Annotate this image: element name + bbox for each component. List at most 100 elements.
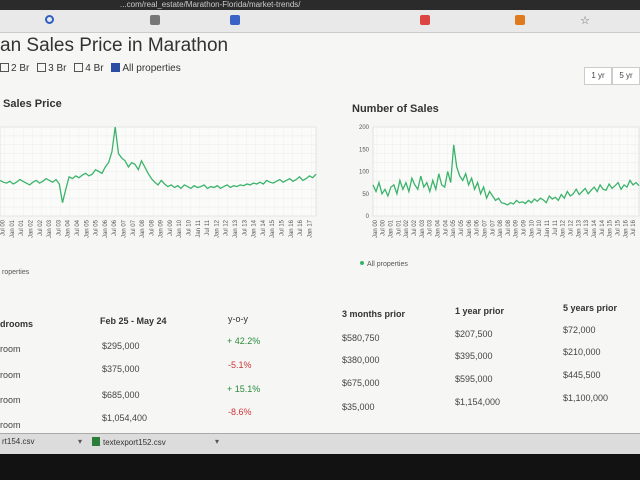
app-icon[interactable]	[230, 15, 240, 25]
x-tick-label: Jan 15	[270, 219, 276, 238]
series-line	[372, 144, 640, 206]
x-tick-label: Jul 15	[279, 219, 285, 236]
download-item[interactable]: textexport152.csv	[92, 437, 166, 447]
x-tick-label: Jul 12	[224, 219, 230, 236]
x-tick-label: Jan 03	[47, 219, 53, 238]
x-tick-label: Jan 14	[252, 219, 258, 238]
table-cell: $72,000	[563, 325, 596, 335]
range-1yr-button[interactable]: 1 yr	[584, 67, 612, 85]
table-cell: $35,000	[342, 402, 375, 412]
x-tick-label: Jul 16	[631, 219, 637, 236]
globe-icon[interactable]	[45, 15, 54, 24]
x-tick-label: Jul 16	[298, 219, 304, 236]
x-tick-label: Jul 03	[428, 219, 434, 236]
x-tick-label: Jul 00	[381, 219, 387, 236]
x-tick-label: Jan 07	[482, 219, 488, 238]
table-cell: $595,000	[455, 374, 493, 384]
yoy-change: -5.1%	[228, 360, 252, 370]
x-tick-label: Jul 07	[131, 219, 137, 236]
x-tick-label: Jul 09	[522, 219, 528, 236]
chevron-down-icon[interactable]: ▾	[215, 437, 220, 446]
bookmark-icon[interactable]	[515, 15, 525, 25]
x-tick-label: Jan 15	[608, 219, 614, 238]
chevron-down-icon[interactable]: ▾	[78, 437, 83, 446]
x-tick-label: Jan 14	[592, 219, 598, 238]
url-text[interactable]: ...com/real_estate/Marathon-Florida/mark…	[120, 0, 301, 9]
x-tick-label: Jan 10	[529, 219, 535, 238]
x-tick-label: Jul 15	[615, 219, 621, 236]
browser-address-bar[interactable]: ...com/real_estate/Marathon-Florida/mark…	[0, 0, 640, 10]
yoy-change: + 42.2%	[227, 336, 261, 346]
table-cell: $207,500	[455, 329, 493, 339]
x-tick-label: Jul 09	[168, 219, 174, 236]
yoy-change: + 15.1%	[227, 384, 261, 394]
legend-dot-icon	[360, 261, 364, 265]
x-tick-label: Jan 04	[436, 219, 442, 238]
table-cell: $375,000	[102, 364, 140, 374]
table-cell: room	[0, 344, 21, 354]
x-tick-label: Jul 03	[56, 219, 62, 236]
table-cell: $580,750	[342, 333, 380, 343]
checkbox-icon[interactable]	[37, 63, 47, 72]
table-cell: $675,000	[342, 378, 380, 388]
yoy-change: -8.6%	[228, 407, 252, 417]
csv-file-icon	[92, 437, 100, 446]
x-tick-label: Jan 02	[29, 219, 35, 238]
x-tick-label: Jan 00	[373, 219, 379, 238]
checkbox-checked-icon[interactable]	[111, 63, 121, 72]
table-header: drooms	[0, 319, 34, 329]
x-tick-label: Jan 13	[576, 219, 582, 238]
filter-2br[interactable]: 2 Br	[0, 63, 29, 74]
table-header: 1 year prior	[455, 306, 505, 316]
num-sales-chart: Jan 00 Jul 00 Jan 01 Jul 01 Jan 02 Jul 02 Jan …	[359, 125, 640, 238]
table-header: y-o-y	[228, 314, 248, 324]
page-title: an Sales Price in Marathon	[0, 35, 229, 56]
x-tick-label: Jan 12	[561, 219, 567, 238]
x-tick-label: Jan 02	[404, 219, 410, 238]
x-tick-label: Jul 04	[443, 219, 449, 236]
x-tick-label: Jan 09	[514, 219, 520, 238]
x-tick-label: Jan 11	[196, 219, 202, 237]
x-tick-label: Jul 01	[396, 219, 402, 236]
x-tick-label: Jan 04	[66, 219, 72, 238]
filter-4br[interactable]: 4 Br	[74, 63, 104, 74]
table-cell: $295,000	[102, 341, 140, 351]
downloads-bar: rt154.csv ▾ textexport152.csv ▾	[0, 433, 640, 454]
x-tick-label: Jul 07	[490, 219, 496, 236]
x-tick-label: Jan 12	[214, 219, 220, 238]
table-header: 3 months prior	[342, 309, 406, 319]
range-buttons: 1 yr 5 yr	[584, 67, 640, 85]
x-tick-label: Jul 14	[600, 219, 606, 236]
bookmarks-bar: ☆	[0, 10, 640, 33]
x-tick-label: Jan 13	[233, 219, 239, 238]
x-tick-label: Jan 11	[545, 219, 551, 237]
table-cell: $685,000	[102, 390, 140, 400]
checkbox-icon[interactable]	[0, 63, 9, 72]
x-tick-label: Jan 01	[389, 219, 395, 238]
filter-all[interactable]: All properties	[111, 63, 181, 74]
x-tick-label: Jul 11	[553, 219, 559, 235]
mail-icon[interactable]	[420, 15, 430, 25]
x-tick-label: Jul 06	[475, 219, 481, 236]
download-item[interactable]: rt154.csv	[2, 437, 35, 446]
x-tick-label: Jul 08	[149, 219, 155, 236]
y-tick-label: 150	[359, 147, 370, 153]
checkbox-icon[interactable]	[74, 63, 84, 72]
x-tick-label: Jul 10	[187, 219, 193, 236]
filter-3br[interactable]: 3 Br	[37, 63, 66, 74]
y-tick-label: 0	[366, 214, 370, 220]
bookmark-icon[interactable]	[150, 15, 160, 25]
x-tick-label: Jul 13	[242, 219, 248, 236]
sales-price-chart: Jul 00 Jan 01 Jul 01 Jan 02 Jul 02 Jan 03 Jul …	[0, 126, 317, 238]
sales-price-legend: roperties	[2, 269, 30, 276]
x-tick-label: Jul 05	[94, 219, 100, 236]
x-tick-label: Jan 16	[289, 219, 295, 238]
y-tick-label: 50	[362, 192, 369, 198]
x-tick-label: Jul 11	[205, 219, 211, 235]
x-tick-label: Jul 14	[261, 219, 267, 236]
table-cell: room	[0, 370, 21, 380]
x-tick-label: Jan 05	[84, 219, 90, 238]
range-5yr-button[interactable]: 5 yr	[612, 67, 640, 85]
star-icon[interactable]: ☆	[580, 15, 590, 27]
table-cell: $1,154,000	[455, 397, 501, 407]
